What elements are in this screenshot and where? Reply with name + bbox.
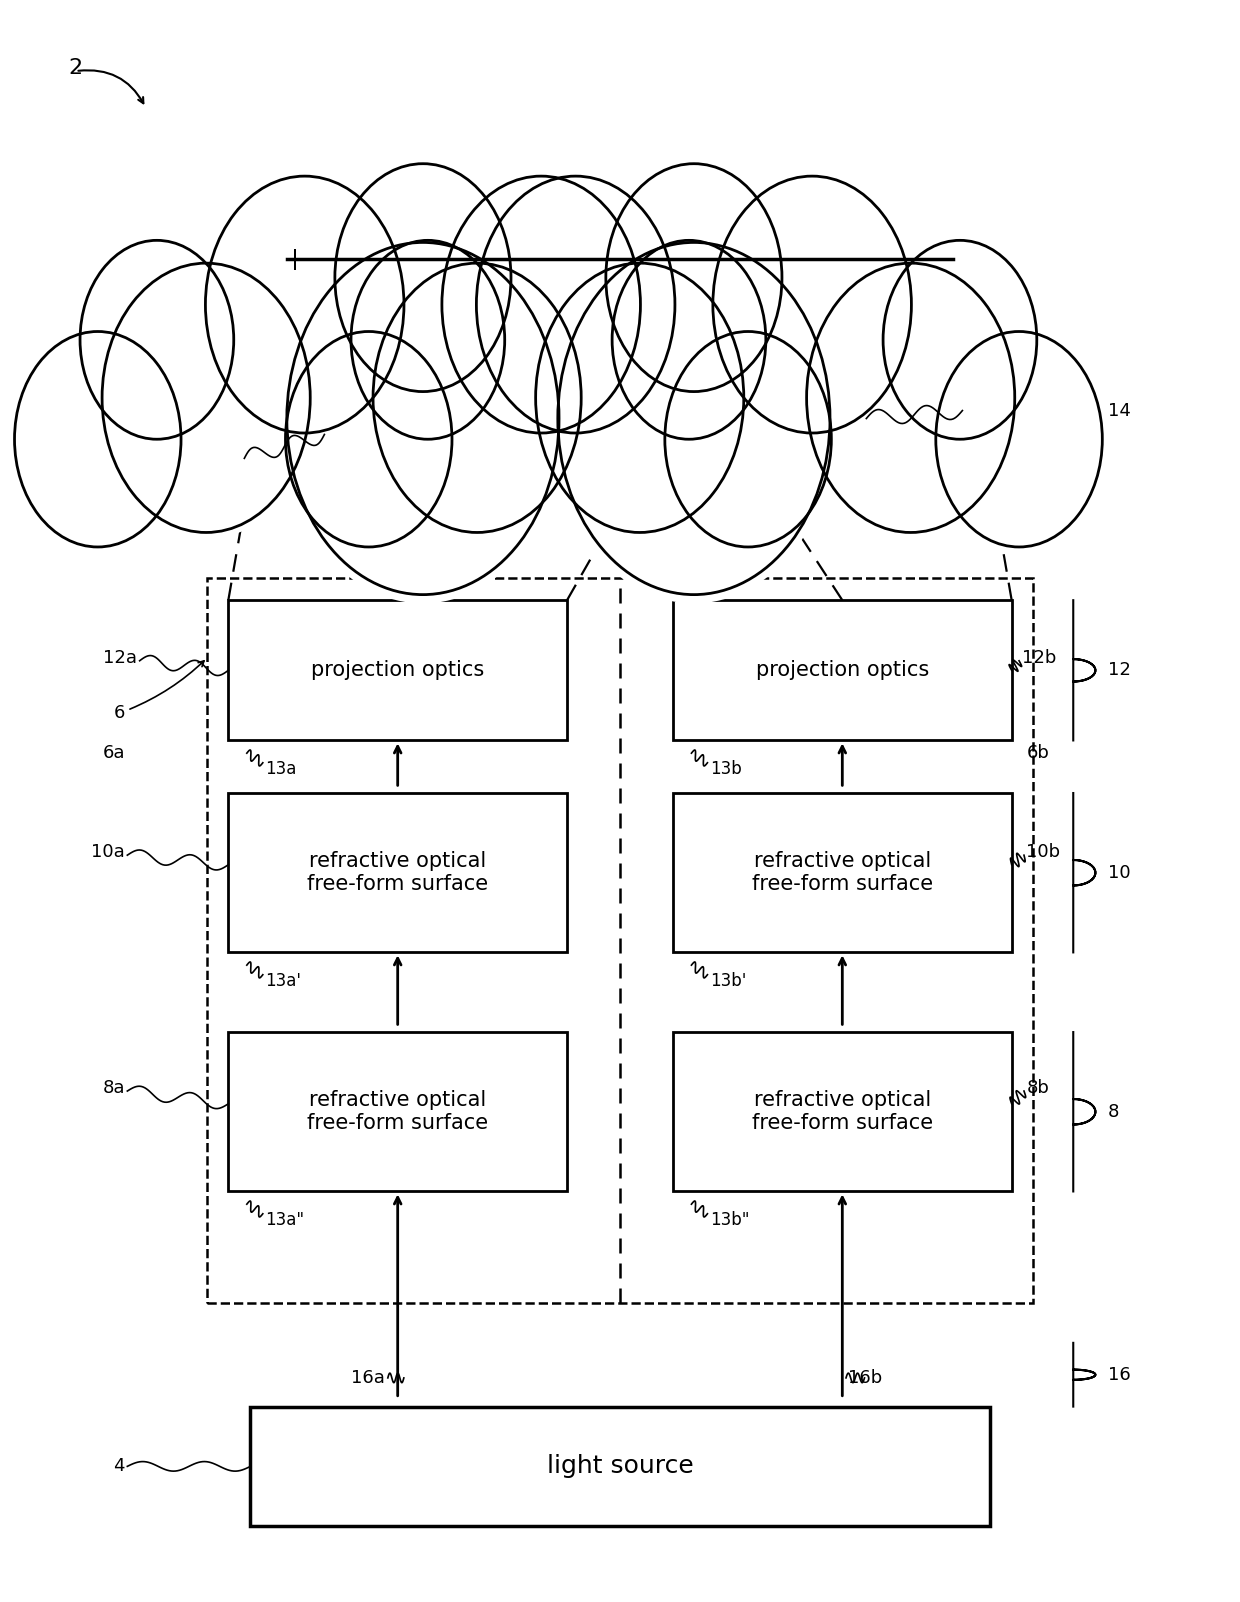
Text: 2: 2 [68, 58, 82, 78]
Circle shape [471, 170, 680, 439]
Circle shape [280, 234, 565, 604]
Bar [228, 1032, 567, 1192]
Text: 13b": 13b" [711, 1211, 749, 1229]
Circle shape [931, 327, 1106, 553]
Text: light source: light source [547, 1455, 693, 1479]
Circle shape [609, 235, 770, 444]
Bar [673, 1032, 1012, 1192]
Circle shape [531, 256, 749, 540]
Text: 10a: 10a [91, 843, 125, 860]
Circle shape [97, 256, 315, 540]
Text: 16b: 16b [848, 1368, 883, 1387]
Text: 13b': 13b' [711, 972, 746, 990]
Circle shape [76, 235, 238, 444]
Circle shape [331, 159, 516, 397]
Bar [207, 578, 1033, 1302]
Text: 13a': 13a' [265, 972, 301, 990]
Bar [250, 1407, 990, 1527]
Bar [228, 793, 567, 953]
Circle shape [10, 327, 185, 553]
Text: 8: 8 [1107, 1102, 1120, 1121]
Circle shape [879, 235, 1040, 444]
Text: 13b: 13b [711, 759, 742, 779]
Text: refractive optical
free-form surface: refractive optical free-form surface [308, 1091, 489, 1133]
Circle shape [708, 170, 916, 439]
Text: 4: 4 [113, 1458, 125, 1475]
Text: 12a: 12a [103, 649, 138, 666]
Text: 8a: 8a [103, 1078, 125, 1097]
Text: 14: 14 [1107, 402, 1131, 420]
Text: 14b: 14b [965, 402, 999, 420]
Text: projection optics: projection optics [311, 660, 485, 681]
Circle shape [661, 327, 836, 553]
Text: 18: 18 [298, 272, 320, 290]
Text: 16: 16 [1107, 1367, 1131, 1384]
Circle shape [551, 234, 837, 604]
Circle shape [281, 327, 456, 553]
Text: 12b: 12b [1022, 649, 1056, 666]
Bar [228, 601, 567, 740]
Text: 10b: 10b [1027, 843, 1060, 860]
Text: 8b: 8b [1027, 1078, 1049, 1097]
Text: 6: 6 [114, 705, 125, 723]
Text: refractive optical
free-form surface: refractive optical free-form surface [308, 851, 489, 894]
Text: 6a: 6a [103, 745, 125, 763]
Text: 12: 12 [1107, 662, 1131, 679]
Circle shape [601, 159, 786, 397]
Circle shape [347, 235, 508, 444]
Text: 6b: 6b [1027, 745, 1049, 763]
Bar [673, 793, 1012, 953]
Bar [673, 601, 1012, 740]
Circle shape [201, 170, 409, 439]
Text: 16a: 16a [351, 1368, 386, 1387]
Circle shape [801, 256, 1021, 540]
Text: refractive optical
free-form surface: refractive optical free-form surface [751, 851, 932, 894]
Text: refractive optical
free-form surface: refractive optical free-form surface [751, 1091, 932, 1133]
Text: projection optics: projection optics [755, 660, 929, 681]
Circle shape [368, 256, 587, 540]
Text: 10: 10 [1107, 863, 1131, 881]
Text: 13a: 13a [265, 759, 296, 779]
Text: 13a": 13a" [265, 1211, 304, 1229]
Text: 14a: 14a [205, 453, 239, 473]
Circle shape [436, 170, 645, 439]
